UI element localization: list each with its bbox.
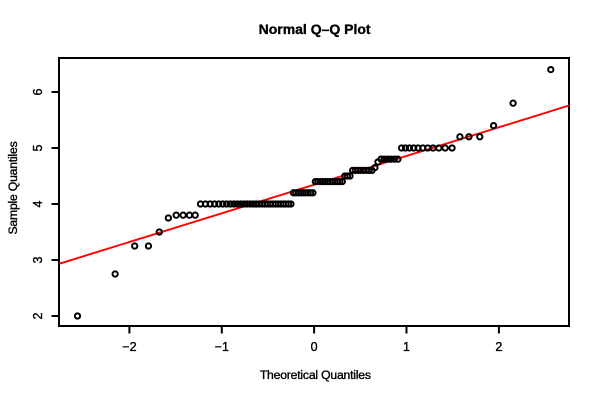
svg-text:5: 5 [31, 144, 45, 151]
svg-text:4: 4 [31, 200, 45, 207]
svg-text:2: 2 [31, 312, 45, 319]
svg-text:3: 3 [31, 256, 45, 263]
svg-text:1: 1 [403, 340, 410, 354]
svg-text:−1: −1 [215, 340, 229, 354]
svg-text:Normal Q–Q Plot: Normal Q–Q Plot [259, 21, 371, 37]
svg-text:0: 0 [311, 340, 318, 354]
svg-text:Theoretical Quantiles: Theoretical Quantiles [260, 368, 371, 382]
svg-text:6: 6 [31, 88, 45, 95]
svg-text:−2: −2 [122, 340, 136, 354]
svg-text:Sample Quantiles: Sample Quantiles [6, 141, 20, 234]
svg-text:2: 2 [495, 340, 502, 354]
